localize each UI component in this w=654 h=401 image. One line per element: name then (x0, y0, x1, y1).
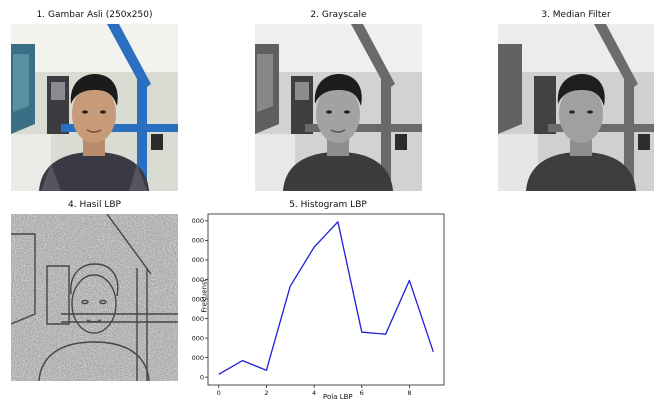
x-tick-label: 0 (217, 389, 221, 397)
y-tick-label: 4000 (192, 334, 204, 342)
median-filter-image (498, 24, 654, 191)
y-tick-label: 0 (200, 373, 204, 381)
plot-frame (208, 214, 444, 385)
panel-original: 1. Gambar Asli (250x250) (11, 10, 178, 195)
y-tick-label: 6000 (192, 315, 204, 323)
y-tick-label: 2000 (192, 354, 204, 362)
x-tick-label: 4 (312, 389, 316, 397)
histogram-chart: 0200040006000800010000120001400016000024… (192, 200, 454, 400)
panel-lbp-histogram: 5. Histogram LBP 02000400060008000100001… (192, 200, 454, 400)
panel-title: 4. Hasil LBP (11, 200, 178, 210)
y-tick-label: 16000 (192, 217, 204, 225)
panel-title: 3. Median Filter (498, 10, 654, 20)
y-tick-label: 12000 (192, 256, 204, 264)
panel-grayscale: 2. Grayscale (255, 10, 422, 195)
x-tick-label: 8 (407, 389, 411, 397)
panel-lbp-result: 4. Hasil LBP (11, 200, 178, 385)
panel-median-filter: 3. Median Filter (498, 10, 654, 195)
panel-title: 1. Gambar Asli (250x250) (11, 10, 178, 20)
y-axis-label: Frekuensi (201, 279, 209, 312)
y-tick-label: 14000 (192, 237, 204, 245)
x-tick-label: 6 (360, 389, 364, 397)
original-image (11, 24, 178, 191)
panel-title: 2. Grayscale (255, 10, 422, 20)
x-tick-label: 2 (264, 389, 268, 397)
series-line (219, 222, 434, 374)
grayscale-image (255, 24, 422, 191)
lbp-image (11, 214, 178, 381)
